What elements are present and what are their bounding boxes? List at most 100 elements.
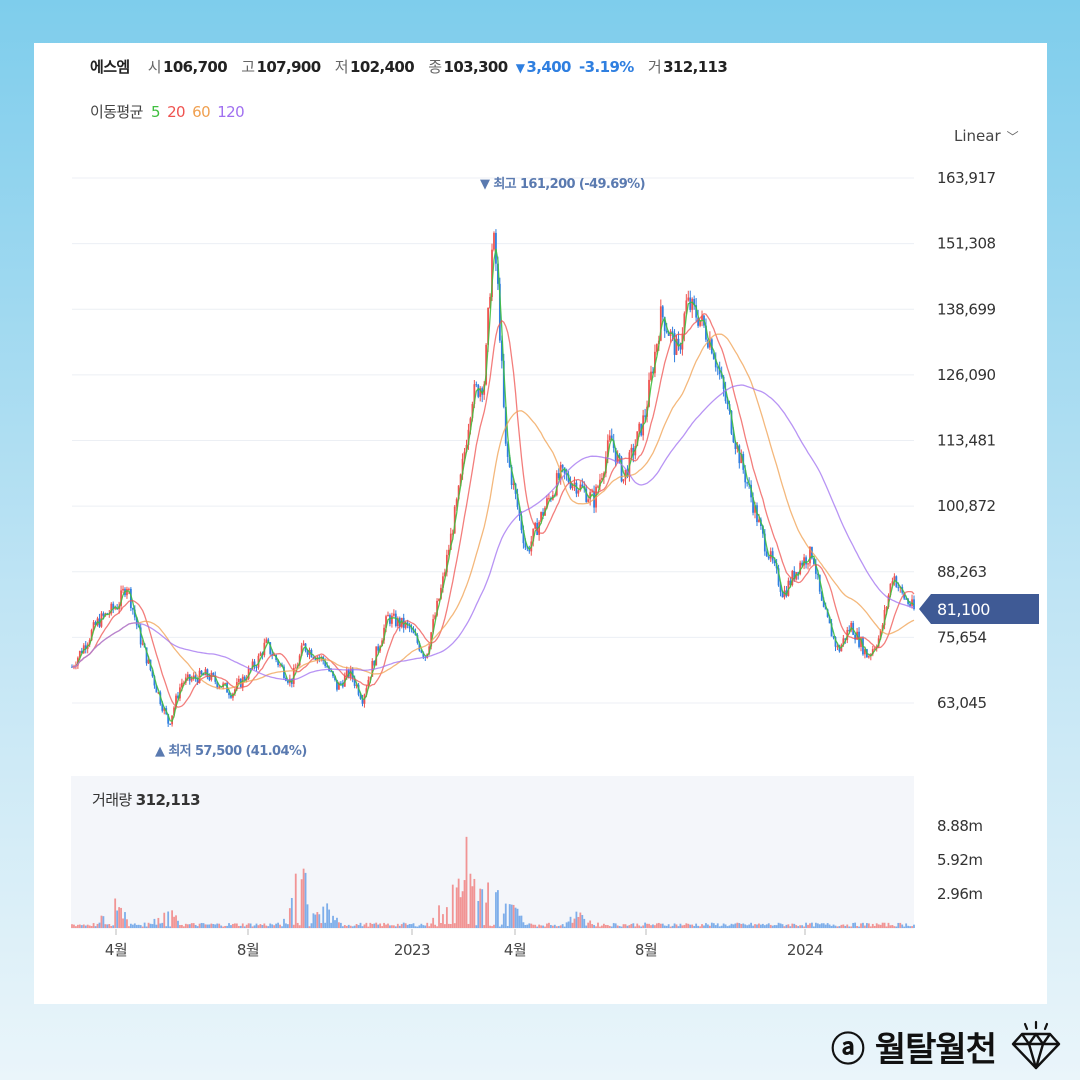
volume-bar	[235, 923, 238, 928]
volume-bar	[453, 923, 456, 928]
volume-bar	[797, 926, 800, 928]
candle-body	[575, 482, 578, 494]
volume-bar	[159, 923, 162, 928]
ma-period-120[interactable]: 120	[217, 103, 245, 121]
candle-body	[500, 340, 503, 361]
ma-period-5[interactable]: 5	[150, 103, 161, 121]
volume-bar	[555, 926, 558, 928]
candle-body	[818, 574, 821, 592]
volume-bar	[487, 882, 489, 928]
candle-body	[889, 583, 892, 596]
volume-bar	[750, 922, 752, 928]
volume-bar	[832, 924, 835, 928]
candle-body	[838, 646, 841, 652]
volume-bar	[612, 923, 615, 928]
volume-bar	[597, 922, 599, 928]
candle-body	[479, 388, 482, 397]
candle-body	[377, 646, 380, 651]
candle-body	[909, 603, 911, 606]
candle-body	[777, 568, 780, 586]
volume-bar	[561, 924, 564, 928]
volume-bar	[436, 926, 438, 928]
y-tick-label: 151,308	[937, 235, 996, 253]
change-percent: -3.19%	[579, 58, 634, 76]
candle-body	[190, 678, 193, 681]
candle-body	[744, 469, 747, 483]
volume-bar	[359, 922, 362, 928]
volume-bar	[149, 923, 152, 928]
candle-body	[385, 616, 387, 628]
high-value: 107,900	[256, 58, 321, 76]
candle-body	[241, 676, 244, 687]
candle-body	[120, 590, 122, 606]
volume-bars	[71, 836, 915, 928]
volume-bar	[220, 925, 223, 928]
volume-bar	[351, 926, 354, 928]
volume-bar	[120, 907, 122, 928]
candle-body	[891, 581, 894, 584]
volume-bar	[196, 926, 199, 928]
volume-bar	[528, 923, 531, 928]
volume-bar	[283, 918, 285, 928]
candle-body	[758, 519, 760, 523]
volume-bar	[634, 926, 637, 928]
volume-bar	[687, 923, 690, 928]
volume-bar	[383, 922, 385, 928]
candle-body	[512, 483, 515, 485]
candle-body	[830, 623, 833, 637]
volume-bar	[100, 915, 103, 928]
volume-bar	[483, 925, 486, 928]
volume-bar	[210, 923, 213, 928]
volume-bar	[911, 926, 913, 928]
volume-bar	[508, 904, 511, 928]
volume-bar	[795, 925, 798, 928]
volume-bar	[618, 926, 621, 928]
candle-body	[571, 484, 574, 489]
ma-line-5	[71, 248, 915, 722]
ma-period-60[interactable]: 60	[192, 103, 211, 121]
candle-body	[218, 686, 221, 688]
candle-body	[730, 410, 733, 434]
candle-body	[767, 556, 770, 559]
ma-line-20	[71, 312, 915, 708]
candle-body	[251, 661, 254, 669]
candle-body	[860, 638, 862, 647]
volume-bar	[679, 923, 682, 928]
volume-bar	[544, 926, 546, 928]
volume-value: 312,113	[663, 58, 728, 76]
volume-bar	[438, 905, 440, 928]
volume-bar	[139, 925, 142, 928]
ma-line-120	[71, 384, 915, 681]
candle-body	[447, 549, 450, 555]
candle-body	[247, 668, 250, 679]
ma-period-20[interactable]: 20	[167, 103, 185, 121]
candle-body	[92, 622, 95, 631]
volume-bar	[602, 923, 605, 928]
volume-bar	[707, 924, 709, 928]
volume-bar	[404, 923, 407, 928]
candle-body	[114, 607, 117, 609]
volume-bar	[758, 923, 760, 928]
volume-bar	[813, 926, 815, 928]
scale-selector[interactable]: Linear ﹀	[954, 127, 1019, 145]
volume-bar	[842, 924, 845, 928]
volume-bar	[701, 924, 703, 928]
volume-bar	[748, 924, 751, 928]
candle-body	[145, 647, 148, 664]
price-volume-chart[interactable]: 163,917 151,308 138,699 126,090 113,481 100,8…	[34, 43, 1047, 1004]
volume-bar	[822, 923, 825, 928]
volume-bar	[642, 925, 645, 928]
volume-bar	[563, 926, 566, 928]
candle-body	[167, 714, 170, 724]
candle-body	[771, 551, 774, 561]
volume-bar	[777, 922, 780, 928]
volume-bar	[730, 923, 733, 928]
volume-bar	[675, 924, 678, 928]
volume-bar	[864, 925, 866, 928]
candle-body	[461, 458, 464, 475]
volume-bar	[75, 926, 77, 928]
volume-bar	[710, 922, 713, 928]
volume-bar	[241, 923, 244, 928]
volume-bar	[601, 925, 603, 928]
volume-bar	[169, 926, 172, 928]
